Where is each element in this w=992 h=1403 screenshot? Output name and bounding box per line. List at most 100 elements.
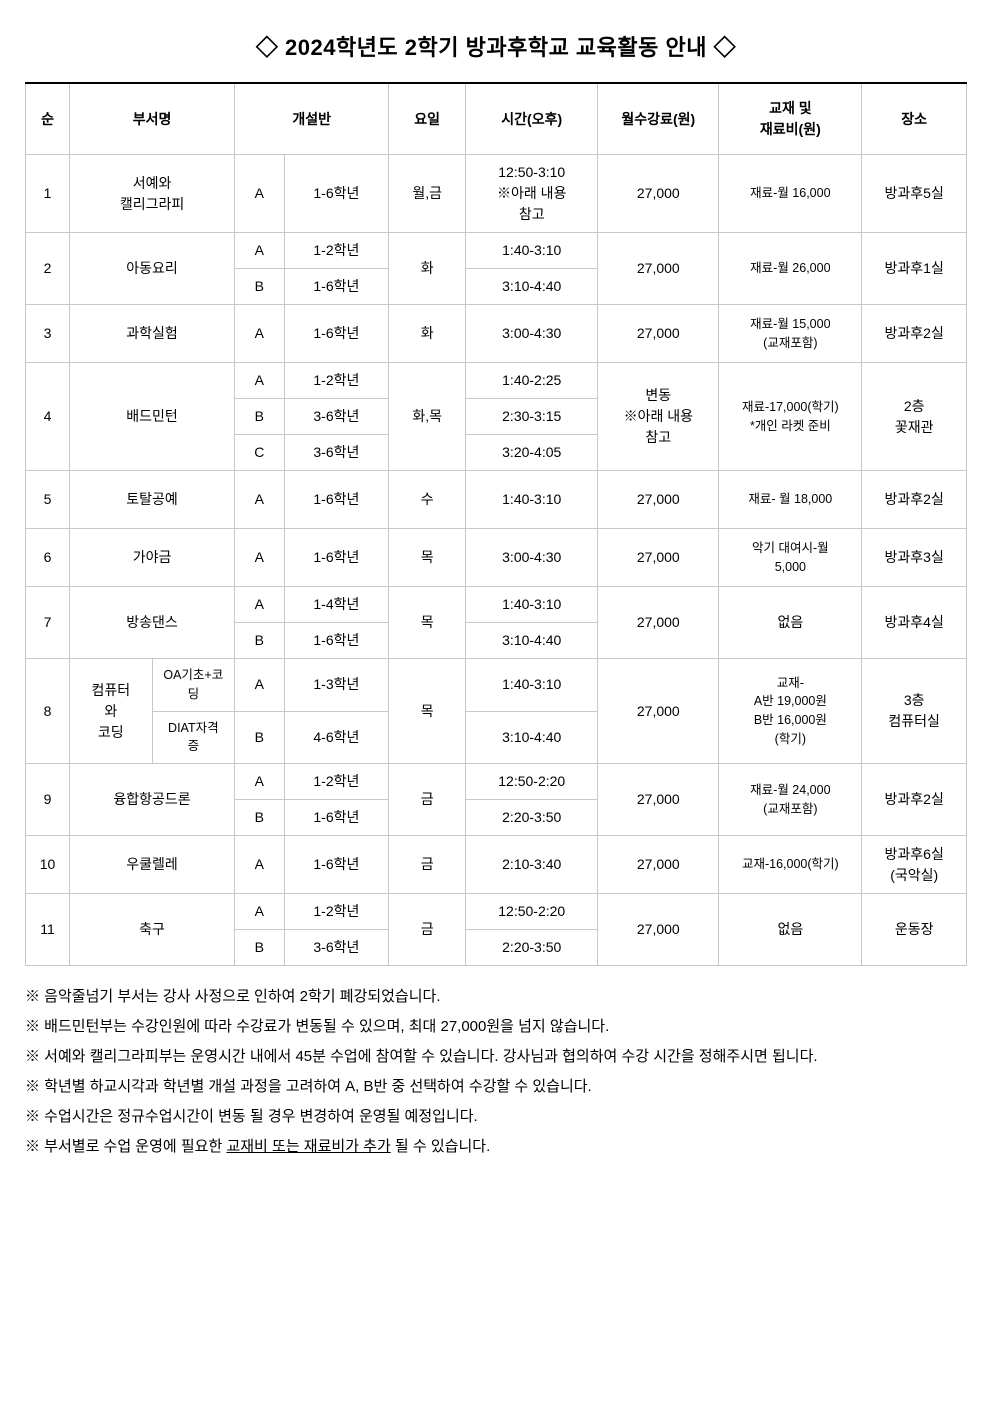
note-underline: 교재비 또는 재료비가 추가	[226, 1138, 390, 1155]
cell-time: 12:50-3:10※아래 내용참고	[466, 155, 598, 233]
cell-grade: 3-6학년	[284, 435, 389, 471]
cell-grade: 1-3학년	[284, 659, 389, 712]
cell-mat: 재료- 월 18,000	[719, 471, 862, 529]
cell-time: 3:00-4:30	[466, 305, 598, 363]
cell-class: B	[235, 269, 285, 305]
cell-fee: 변동※아래 내용참고	[598, 363, 719, 471]
cell-subdept: DIAT자격증	[152, 711, 235, 764]
cell-class: A	[235, 659, 285, 712]
cell-class: B	[235, 399, 285, 435]
cell-no: 5	[26, 471, 70, 529]
cell-no: 6	[26, 529, 70, 587]
cell-no: 10	[26, 836, 70, 894]
cell-loc: 방과후2실	[862, 305, 967, 363]
notes-block: ※ 음악줄넘기 부서는 강사 사정으로 인하여 2학기 폐강되었습니다. ※ 배…	[25, 982, 967, 1162]
cell-time: 1:40-2:25	[466, 363, 598, 399]
page-title: ◇ 2024학년도 2학기 방과후학교 교육활동 안내 ◇	[25, 30, 967, 62]
cell-time: 3:10-4:40	[466, 269, 598, 305]
cell-day: 목	[389, 529, 466, 587]
th-fee: 월수강료(원)	[598, 83, 719, 155]
th-location: 장소	[862, 83, 967, 155]
cell-mat: 없음	[719, 894, 862, 966]
note-line: ※ 수업시간은 정규수업시간이 변동 될 경우 변경하여 운영될 예정입니다.	[25, 1102, 967, 1132]
cell-grade: 3-6학년	[284, 399, 389, 435]
cell-day: 화	[389, 305, 466, 363]
cell-time: 3:10-4:40	[466, 711, 598, 764]
cell-grade: 1-6학년	[284, 836, 389, 894]
th-dept: 부서명	[70, 83, 235, 155]
note-line: ※ 배드민턴부는 수강인원에 따라 수강료가 변동될 수 있으며, 최대 27,…	[25, 1012, 967, 1042]
cell-fee: 27,000	[598, 233, 719, 305]
cell-dept: 융합항공드론	[70, 764, 235, 836]
cell-dept: 축구	[70, 894, 235, 966]
cell-grade: 1-6학년	[284, 800, 389, 836]
table-row: 6 가야금 A 1-6학년 목 3:00-4:30 27,000 악기 대여시-…	[26, 529, 967, 587]
cell-fee: 27,000	[598, 659, 719, 764]
cell-loc: 방과후4실	[862, 587, 967, 659]
cell-fee: 27,000	[598, 471, 719, 529]
cell-grade: 1-2학년	[284, 894, 389, 930]
note-text: ※ 부서별로 수업 운영에 필요한	[25, 1138, 226, 1155]
cell-class: A	[235, 529, 285, 587]
cell-fee: 27,000	[598, 529, 719, 587]
cell-time: 2:20-3:50	[466, 930, 598, 966]
cell-loc: 방과후5실	[862, 155, 967, 233]
cell-no: 1	[26, 155, 70, 233]
cell-time: 12:50-2:20	[466, 764, 598, 800]
cell-class: A	[235, 764, 285, 800]
table-row: 8 컴퓨터와코딩 OA기초+코딩 A 1-3학년 목 1:40-3:10 27,…	[26, 659, 967, 712]
table-row: 1 서예와캘리그라피 A 1-6학년 월,금 12:50-3:10※아래 내용참…	[26, 155, 967, 233]
cell-day: 화	[389, 233, 466, 305]
cell-class: A	[235, 471, 285, 529]
cell-no: 2	[26, 233, 70, 305]
th-class: 개설반	[235, 83, 389, 155]
cell-loc: 2층꽃재관	[862, 363, 967, 471]
cell-mat: 없음	[719, 587, 862, 659]
schedule-table: 순 부서명 개설반 요일 시간(오후) 월수강료(원) 교재 및재료비(원) 장…	[25, 82, 967, 966]
cell-dept: 가야금	[70, 529, 235, 587]
cell-no: 8	[26, 659, 70, 764]
cell-grade: 1-6학년	[284, 471, 389, 529]
table-row: 3 과학실험 A 1-6학년 화 3:00-4:30 27,000 재료-월 1…	[26, 305, 967, 363]
cell-dept: 과학실험	[70, 305, 235, 363]
note-text: 될 수 있습니다.	[391, 1138, 490, 1155]
cell-dept: 아동요리	[70, 233, 235, 305]
cell-time: 1:40-3:10	[466, 233, 598, 269]
table-row: 2 아동요리 A 1-2학년 화 1:40-3:10 27,000 재료-월 2…	[26, 233, 967, 269]
th-time: 시간(오후)	[466, 83, 598, 155]
cell-day: 목	[389, 587, 466, 659]
cell-class: B	[235, 930, 285, 966]
cell-grade: 1-2학년	[284, 363, 389, 399]
cell-dept: 배드민턴	[70, 363, 235, 471]
cell-fee: 27,000	[598, 894, 719, 966]
cell-time: 2:30-3:15	[466, 399, 598, 435]
cell-day: 월,금	[389, 155, 466, 233]
cell-grade: 1-6학년	[284, 269, 389, 305]
cell-class: B	[235, 623, 285, 659]
cell-time: 3:00-4:30	[466, 529, 598, 587]
cell-day: 화,목	[389, 363, 466, 471]
cell-grade: 1-6학년	[284, 155, 389, 233]
note-line: ※ 부서별로 수업 운영에 필요한 교재비 또는 재료비가 추가 될 수 있습니…	[25, 1132, 967, 1162]
th-no: 순	[26, 83, 70, 155]
cell-time: 1:40-3:10	[466, 587, 598, 623]
cell-grade: 1-4학년	[284, 587, 389, 623]
cell-mat: 재료-월 16,000	[719, 155, 862, 233]
cell-fee: 27,000	[598, 155, 719, 233]
cell-no: 9	[26, 764, 70, 836]
note-line: ※ 음악줄넘기 부서는 강사 사정으로 인하여 2학기 폐강되었습니다.	[25, 982, 967, 1012]
cell-no: 7	[26, 587, 70, 659]
cell-loc: 3층컴퓨터실	[862, 659, 967, 764]
cell-dept: 토탈공예	[70, 471, 235, 529]
cell-grade: 1-2학년	[284, 233, 389, 269]
cell-mat: 재료-월 24,000(교재포함)	[719, 764, 862, 836]
cell-time: 1:40-3:10	[466, 471, 598, 529]
cell-loc: 방과후1실	[862, 233, 967, 305]
cell-mat: 재료-17,000(학기)*개인 라켓 준비	[719, 363, 862, 471]
cell-class: A	[235, 587, 285, 623]
th-day: 요일	[389, 83, 466, 155]
cell-class: A	[235, 894, 285, 930]
cell-fee: 27,000	[598, 587, 719, 659]
cell-time: 2:10-3:40	[466, 836, 598, 894]
note-line: ※ 학년별 하교시각과 학년별 개설 과정을 고려하여 A, B반 중 선택하여…	[25, 1072, 967, 1102]
